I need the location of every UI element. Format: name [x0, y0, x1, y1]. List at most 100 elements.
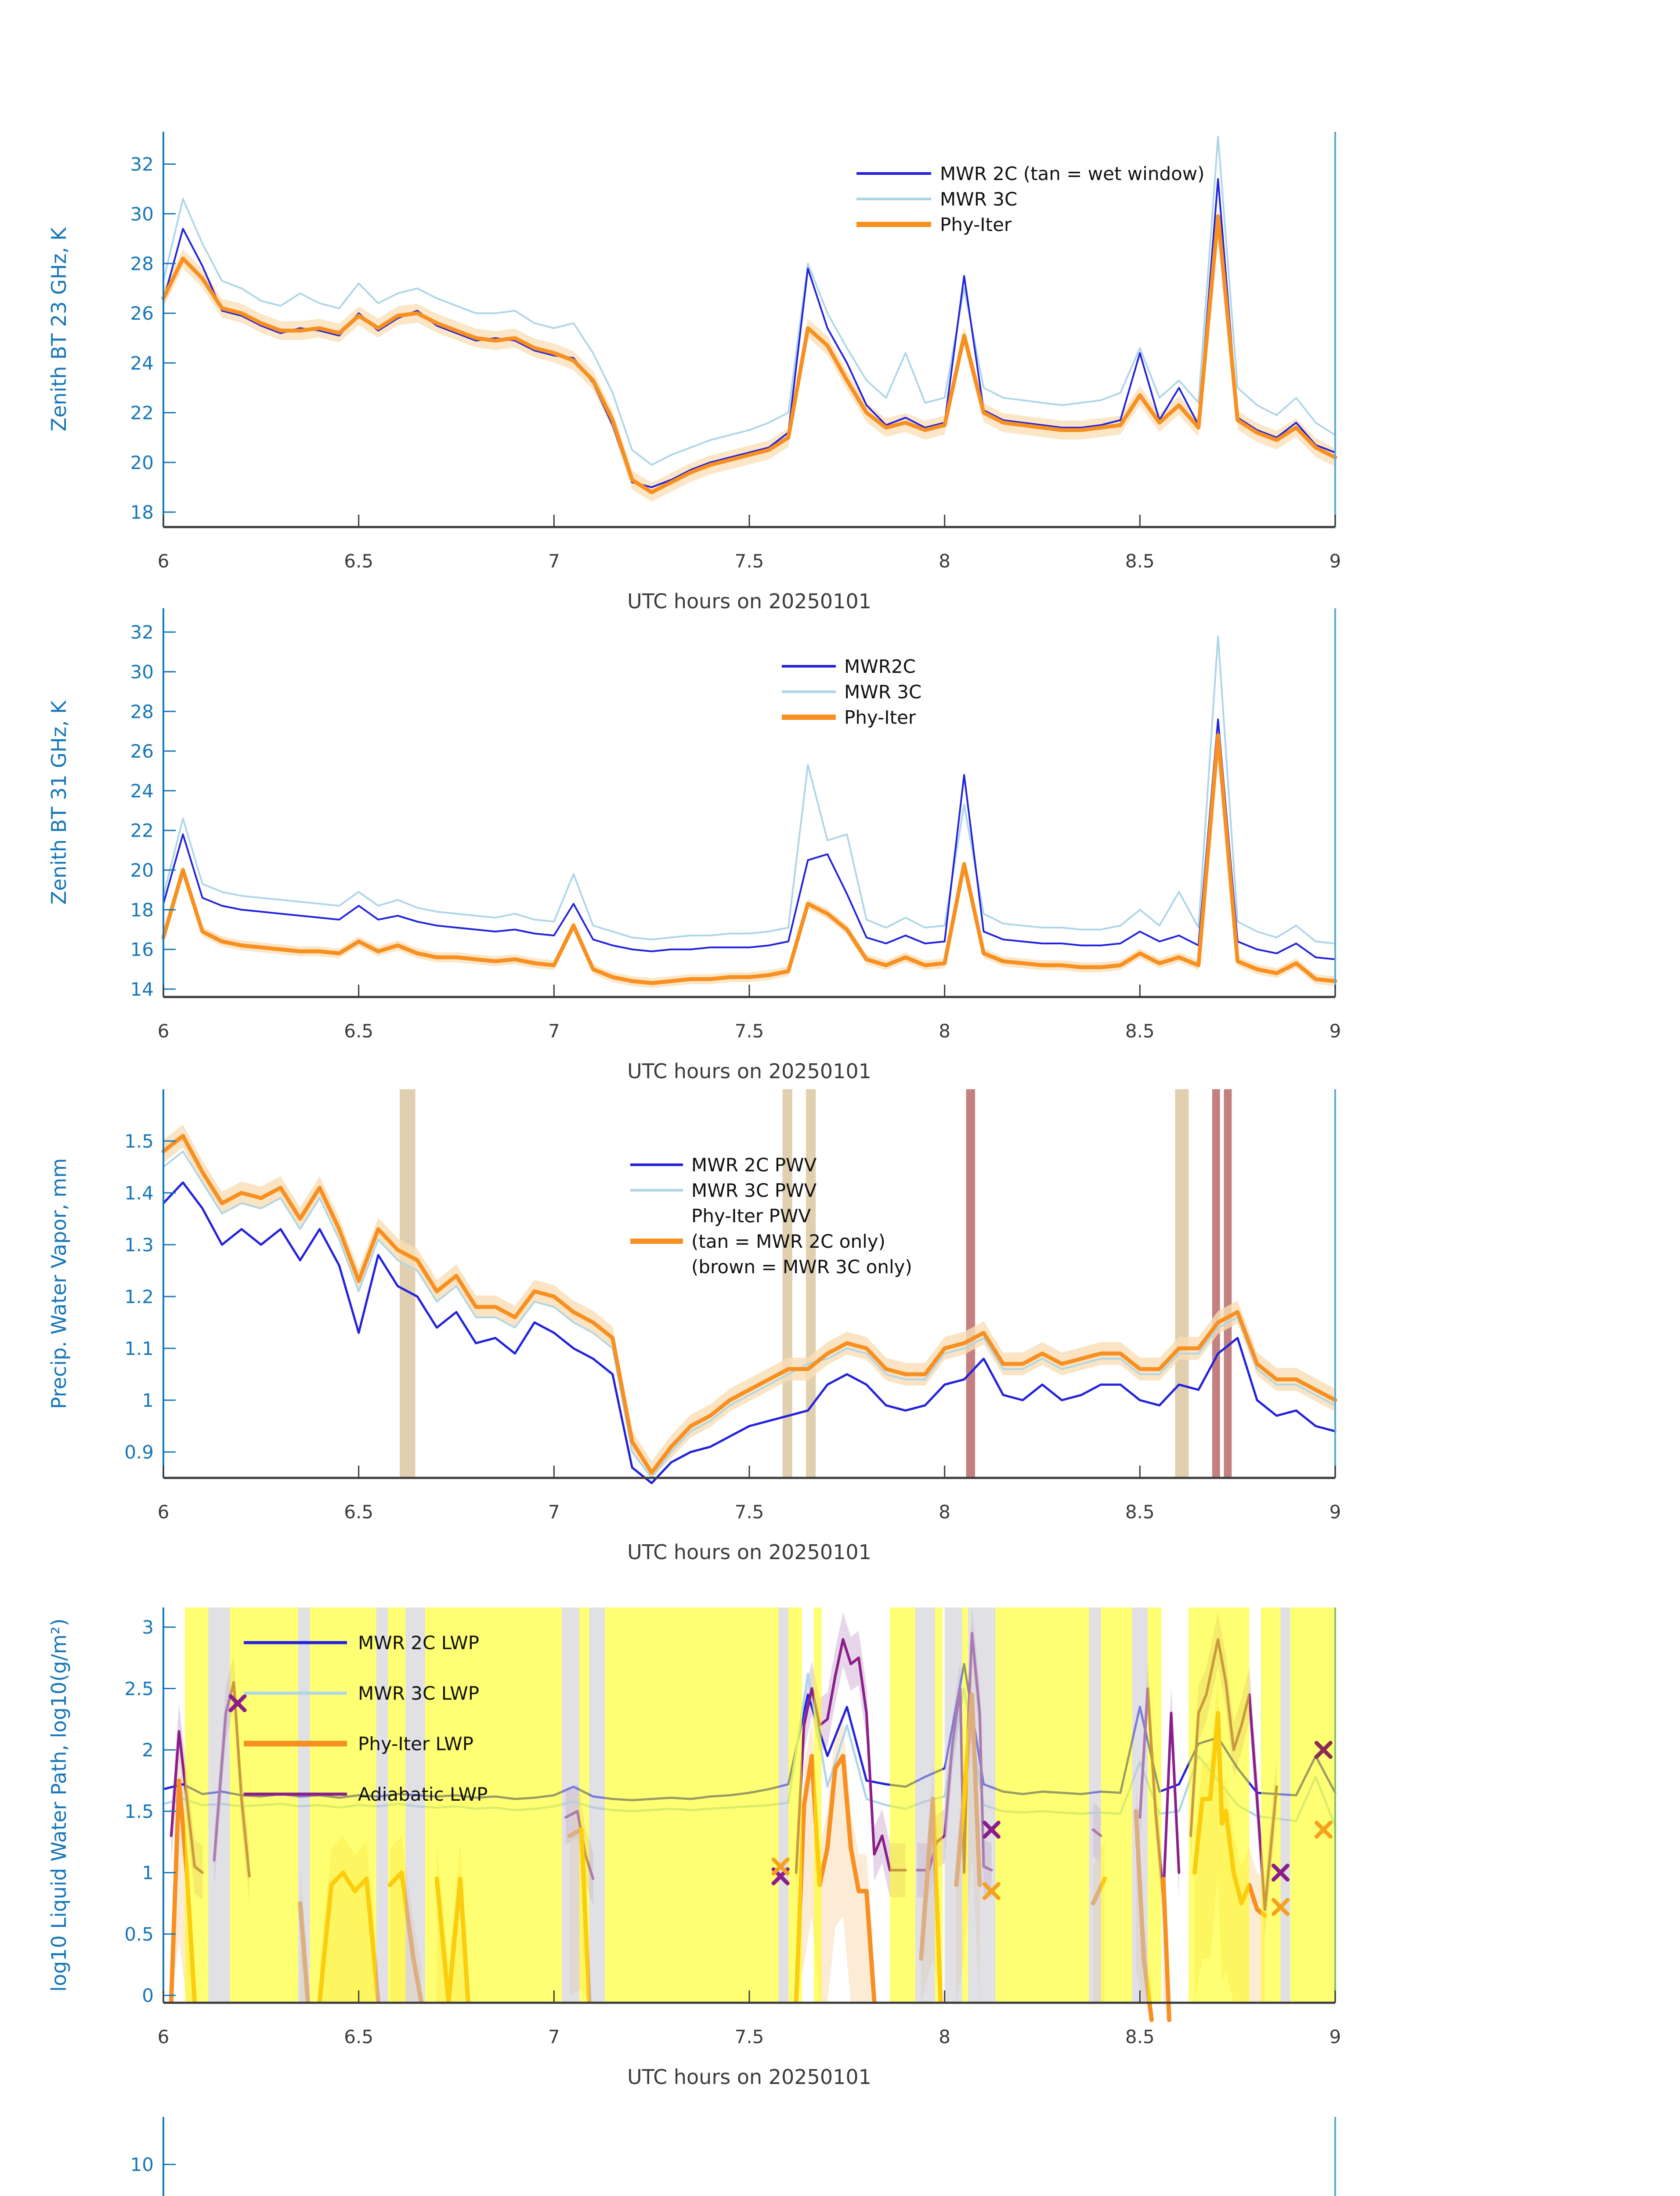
legend-label: MWR 2C (tan = wet window): [940, 163, 1205, 184]
y-tick-label: 22: [130, 402, 154, 424]
y-tick-label: 1: [142, 1390, 154, 1411]
legend-label: MWR2C: [844, 656, 916, 677]
x-tick-label: 7: [548, 550, 560, 572]
status-band: [968, 1607, 996, 2003]
flag-band: [1224, 1089, 1232, 1478]
status-band: [298, 1607, 310, 2003]
legend-label: MWR 3C PWV: [691, 1180, 817, 1201]
legend-label: MWR 3C: [940, 188, 1017, 210]
legend-label: MWR 3C: [844, 681, 921, 703]
x-tick-label: 9: [1330, 550, 1341, 572]
x-marker: [982, 1820, 1001, 1839]
legend-label: Adiabatic LWP: [358, 1784, 488, 1805]
x-tick-label: 8: [939, 1020, 950, 1042]
chart-lwp: 6 6.5 7 7.5 8 8.5 9 0 0.5 1 1.5 2 2.5 3 UTC hours on 2…: [47, 1607, 1341, 2089]
legend: MWR 2C (tan = wet window) MWR 3C Phy-Iter: [856, 163, 1205, 235]
y-tick-label: 1.4: [124, 1182, 154, 1204]
flag-band: [806, 1089, 816, 1478]
y-tick-label: 0.9: [124, 1441, 154, 1463]
status-band: [562, 1607, 580, 2003]
chart-dqflag: 66.577.588.590246810UTC hours on 2025010…: [130, 2117, 1336, 2196]
status-band: [184, 1607, 209, 2003]
series-mwr-2c-pwv: [162, 1181, 1337, 1484]
x-tick-label: 8.5: [1125, 1020, 1155, 1042]
status-band: [376, 1607, 388, 2003]
y-tick-label: 22: [130, 820, 154, 842]
x-tick-label: 8: [939, 2026, 950, 2048]
status-band: [915, 1607, 935, 2003]
y-tick-label: 26: [130, 303, 154, 324]
status-band: [1089, 1607, 1101, 2003]
y-tick-label: 18: [130, 502, 154, 523]
status-band: [1261, 1607, 1281, 2003]
y-tick-label: 1.2: [124, 1286, 154, 1307]
x-marker: [982, 1882, 1001, 1900]
legend-label: Phy-Iter LWP: [358, 1733, 473, 1755]
status-band: [1189, 1607, 1250, 2003]
flag-band: [1175, 1089, 1189, 1478]
series-phy-iter-lwp: [1161, 1876, 1171, 2023]
y-tick-label: 30: [130, 661, 154, 683]
x-marker: [1314, 1820, 1333, 1839]
x-tick-label: 6.5: [344, 2026, 373, 2048]
legend: MWR2C MWR 3C Phy-Iter: [782, 656, 921, 728]
status-band: [589, 1607, 605, 2003]
series-phy-iter-pwv: [161, 1134, 1337, 1475]
y-tick-label: 1.5: [124, 1801, 154, 1822]
x-tick-label: 7.5: [735, 550, 764, 572]
y-tick-label: 2.5: [124, 1678, 154, 1699]
legend-label: Phy-Iter: [844, 707, 916, 728]
y-tick-label: 0.5: [124, 1923, 154, 1945]
status-band: [388, 1607, 406, 2003]
x-tick-label: 7: [548, 2026, 560, 2048]
uncertainty-shade: [796, 1612, 906, 1900]
y-tick-label: 1.1: [124, 1338, 154, 1359]
x-tick-label: 6.5: [344, 550, 373, 572]
x-marker: [771, 1857, 790, 1876]
x-axis-label: UTC hours on 20250101: [627, 1059, 871, 1083]
x-axis-label: UTC hours on 20250101: [627, 589, 871, 613]
status-band: [230, 1607, 298, 2003]
legend-label: MWR 2C LWP: [358, 1632, 479, 1654]
x-tick-label: 7.5: [735, 1020, 764, 1042]
legend: MWR 2C PWV MWR 3C PWV Phy-Iter PWV (tan = M…: [630, 1154, 912, 1278]
y-tick-label: 0: [142, 1985, 154, 2006]
y-tick-label: 24: [130, 352, 154, 374]
legend-label: Phy-Iter: [940, 214, 1012, 235]
y-tick-label: 1: [142, 1862, 154, 1884]
x-tick-label: 6.5: [344, 1501, 373, 1523]
x-marker: [1271, 1898, 1290, 1916]
y-tick-label: 28: [130, 701, 154, 722]
y-tick-label: 1.3: [124, 1234, 154, 1256]
status-band: [995, 1607, 1089, 2003]
series-phy-iter: [161, 733, 1337, 985]
x-tick-label: 6: [158, 550, 170, 572]
status-band: [1132, 1607, 1148, 2003]
y-tick-label: 30: [130, 203, 154, 225]
legend-label: MWR 3C LWP: [358, 1683, 479, 1704]
y-tick-label: 2: [142, 1739, 154, 1761]
status-band: [813, 1607, 822, 2003]
series-phy-iter: [161, 214, 1337, 495]
y-tick-label: 14: [130, 979, 154, 1000]
x-axis-label: UTC hours on 20250101: [627, 2065, 871, 2089]
status-band: [778, 1607, 788, 2003]
x-tick-label: 7.5: [735, 2026, 764, 2048]
x-tick-label: 8.5: [1125, 550, 1155, 572]
y-tick-label: 3: [142, 1617, 154, 1638]
status-band: [604, 1607, 779, 2003]
x-tick-label: 7.5: [735, 1501, 764, 1523]
legend-label: (tan = MWR 2C only): [691, 1231, 885, 1252]
y-tick-label: 28: [130, 253, 154, 274]
y-tick-label: 32: [130, 154, 154, 175]
y-axis-label: log10 Liquid Water Path, log10(g/m²): [47, 1618, 71, 1992]
status-band: [405, 1607, 425, 2003]
